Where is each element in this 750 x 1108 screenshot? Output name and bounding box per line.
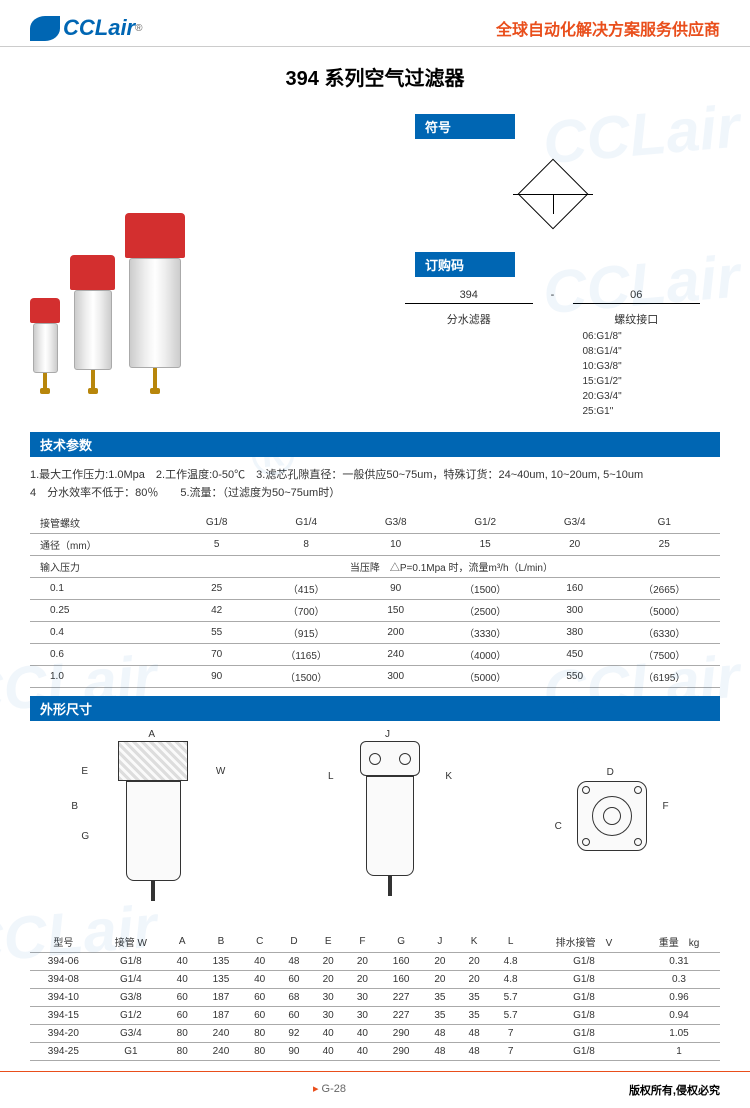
page-number: ▸ G-28 [313,1082,346,1098]
specs-line1: 1.最大工作压力:1.0Mpa 2.工作温度:0-50℃ 3.滤芯孔隙直径：一般… [30,467,720,485]
front-view: A E G B W [93,741,213,911]
logo: CCLair ® [30,15,143,41]
symbol-diagram [513,154,593,234]
port-option: 06:G1/8" [583,329,701,344]
tagline: 全球自动化解决方案服务供应商 [496,16,720,40]
filter-medium [70,255,115,394]
order-port-label: 螺纹接口 [573,309,701,329]
flow-table: 接管螺纹G1/8G1/4G3/8G1/2G3/4G1通径（mm）58101520… [30,512,720,688]
port-option: 15:G1/2" [583,374,701,389]
dimension-diagrams: A E G B W J L K D C F [0,726,750,926]
symbol-header: 符号 [415,114,515,139]
port-option: 10:G3/8" [583,359,701,374]
port-option: 08:G1/4" [583,344,701,359]
dimensions-header: 外形尺寸 [30,696,720,721]
order-header: 订购码 [415,252,515,277]
product-images [30,106,365,424]
specs-notes: 1.最大工作压力:1.0Mpa 2.工作温度:0-50℃ 3.滤芯孔隙直径：一般… [0,462,750,507]
port-option: 20:G3/4" [583,389,701,404]
specs-line2: 4 分水效率不低于：80％ 5.流量：（过滤度为50~75um时） [30,485,720,503]
logo-icon [30,16,60,41]
page-header: CCLair ® 全球自动化解决方案服务供应商 [0,0,750,47]
page-footer: ▸ G-28 版权所有,侵权必究 [0,1071,750,1108]
order-series: 394 [405,287,533,304]
port-option: 25:G1" [583,404,701,419]
tech-specs-header: 技术参数 [30,432,720,457]
top-view: D C F [567,781,657,871]
filter-large [125,213,185,394]
order-series-label: 分水滤器 [405,309,533,419]
copyright: 版权所有,侵权必究 [629,1082,720,1098]
logo-text: CCLair [63,15,135,41]
logo-trademark: ® [135,23,142,34]
order-code-grid: 394 - 06 分水滤器 螺纹接口 06:G1/8"08:G1/4"10:G3… [385,282,720,424]
port-list: 06:G1/8"08:G1/4"10:G3/8"15:G1/2"20:G3/4"… [573,329,701,419]
filter-small [30,298,60,394]
order-code: 06 [573,287,701,304]
dimensions-table: 型号接管 WABCDEFGJKL排水接管 V重量 kg394-06G1/8401… [30,931,720,1061]
order-dash: - [538,287,568,304]
page-title: 394 系列空气过滤器 [0,62,750,91]
side-view: J L K [340,741,440,911]
